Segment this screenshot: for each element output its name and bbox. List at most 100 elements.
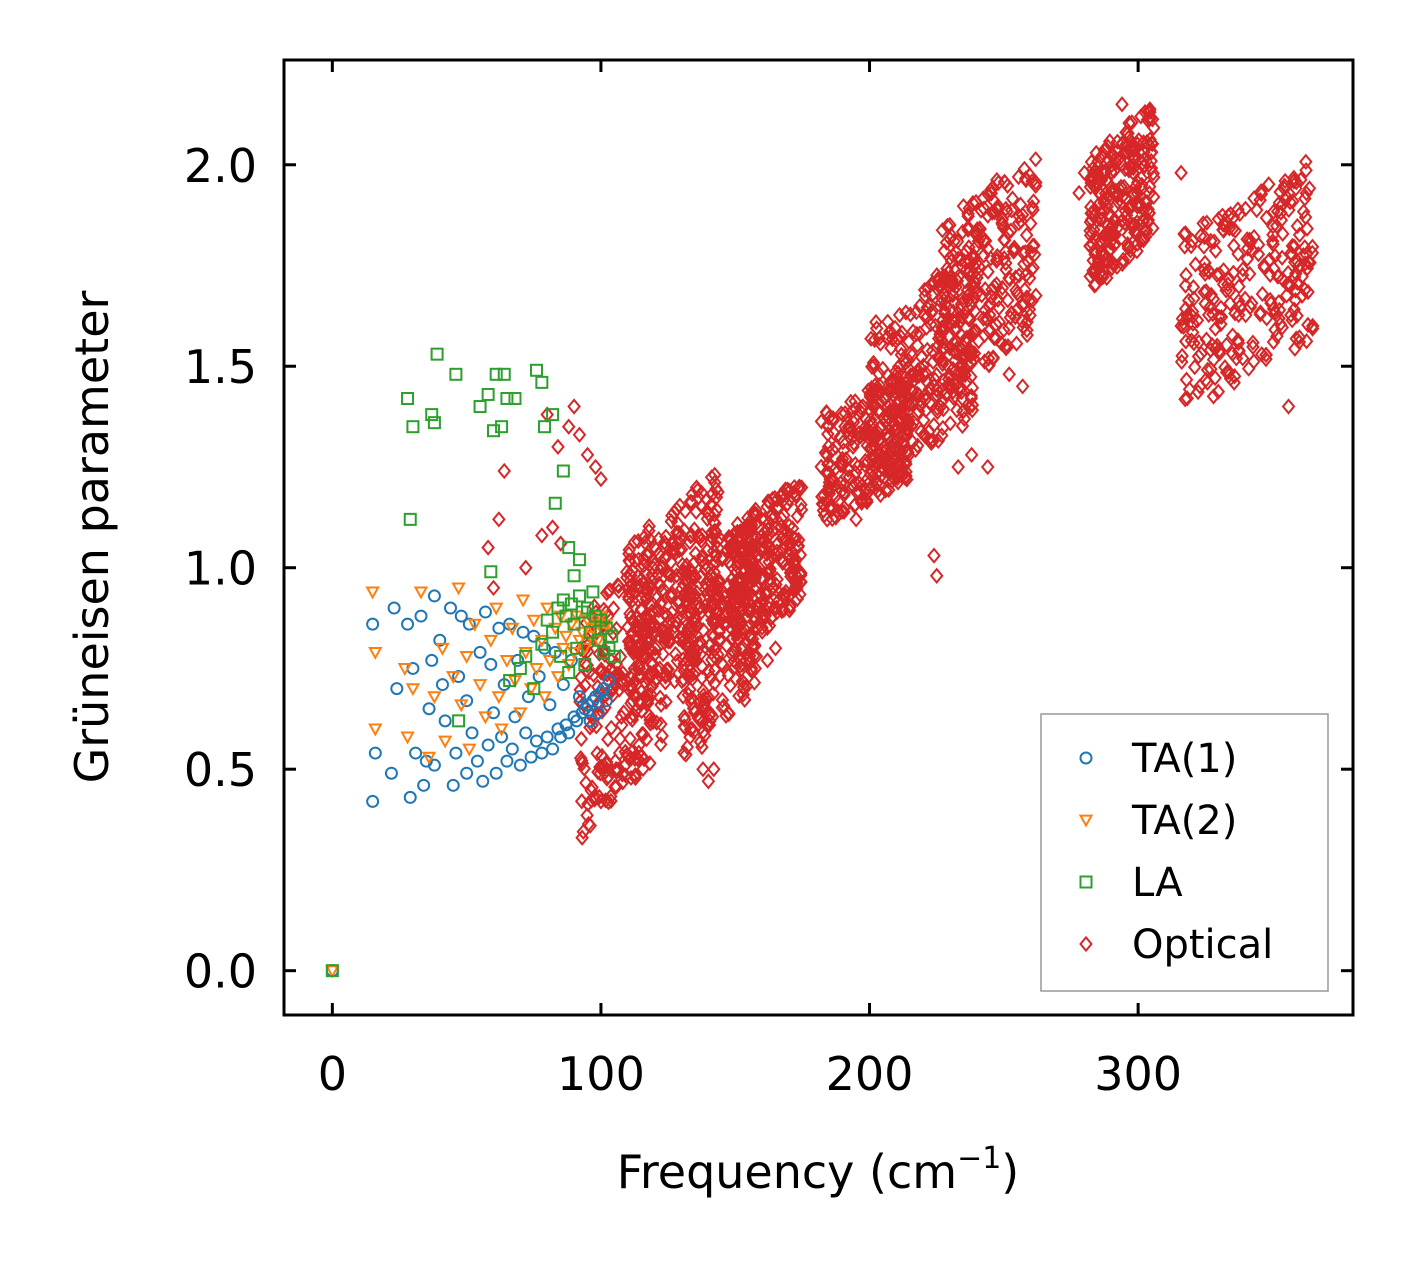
optical-cluster-point: [683, 681, 697, 698]
optical-cluster-point: [616, 704, 631, 721]
optical-cluster-point: [1028, 177, 1043, 195]
optical-cluster-point: [985, 179, 1000, 197]
optical-cluster-point: [1279, 287, 1294, 304]
data-point: [489, 766, 503, 780]
optical-cluster-point: [1184, 332, 1199, 349]
optical-cluster-point: [894, 405, 909, 422]
optical-cluster-point: [954, 368, 969, 385]
optical-cluster-point: [954, 296, 969, 313]
optical-cluster-point: [653, 689, 667, 706]
data-point: [478, 711, 493, 725]
data-point: [559, 718, 573, 732]
optical-cluster-point: [631, 620, 646, 637]
optical-cluster-point: [932, 269, 946, 286]
optical-cluster-point: [930, 400, 945, 417]
optical-cluster-point: [747, 674, 762, 691]
optical-cluster-point: [1178, 333, 1193, 350]
optical-cluster-point: [1101, 206, 1116, 223]
optical-cluster-point: [865, 416, 880, 433]
optical-cluster-point: [1301, 316, 1315, 334]
optical-cluster-point: [749, 579, 764, 596]
optical-cluster-point: [969, 225, 983, 243]
optical-cluster-point: [754, 510, 769, 527]
data-point: [422, 702, 436, 716]
optical-cluster-point: [711, 539, 725, 557]
optical-cluster-point: [1231, 334, 1246, 352]
optical-cluster-point: [1246, 334, 1260, 351]
optical-cluster-point: [1174, 353, 1189, 371]
optical-cluster-point: [762, 514, 777, 531]
optical-cluster-point: [819, 446, 834, 463]
data-point: [459, 650, 474, 664]
optical-cluster-point: [653, 577, 667, 595]
data-point: [529, 363, 543, 377]
optical-cluster-point: [693, 568, 708, 586]
optical-cluster-point: [963, 311, 978, 328]
data-point: [452, 670, 466, 684]
optical-cluster-point: [711, 578, 726, 596]
optical-cluster-point: [767, 489, 782, 507]
optical-cluster-point: [698, 700, 712, 718]
optical-cluster-point: [1207, 233, 1221, 250]
optical-cluster-point: [621, 633, 636, 650]
optical-cluster-point: [943, 216, 957, 234]
optical-cluster-point: [1130, 243, 1144, 260]
data-point: [503, 674, 517, 688]
optical-cluster-point: [1099, 190, 1114, 207]
optical-cluster-point: [872, 330, 887, 347]
axis-ticks: 0 100 200 300 0.0 0.5 1.0 1.5 2.0: [184, 60, 1353, 1101]
optical-cluster-point: [921, 431, 936, 448]
optical-cluster-point: [1283, 194, 1297, 211]
series-optical: [481, 96, 1320, 846]
optical-cluster-point: [893, 456, 908, 474]
optical-cluster-point: [1200, 214, 1214, 231]
optical-cluster-point: [757, 540, 772, 557]
optical-cluster-point: [956, 197, 971, 215]
optical-cluster-point: [1146, 169, 1161, 186]
optical-cluster-point: [777, 589, 792, 606]
optical-cluster-point: [615, 766, 630, 783]
optical-cluster-point: [625, 666, 639, 684]
optical-cluster-point: [663, 633, 677, 650]
optical-cluster-point: [936, 401, 951, 418]
data-point: [492, 621, 506, 635]
data-point: [540, 602, 555, 616]
optical-cluster-point: [689, 503, 703, 520]
data-point: [519, 649, 533, 663]
optical-cluster-point: [903, 345, 918, 362]
optical-cluster-point: [872, 365, 886, 383]
optical-cluster-point: [1128, 178, 1143, 195]
optical-cluster-point: [837, 486, 851, 503]
optical-cluster-point: [776, 492, 790, 509]
optical-cluster-point: [854, 399, 868, 417]
data-point: [484, 657, 498, 671]
optical-cluster-point: [1004, 202, 1019, 219]
optical-cluster-point: [974, 287, 989, 304]
optical-cluster-point: [820, 417, 835, 434]
optical-cluster-point: [1266, 203, 1281, 220]
optical-cluster-point: [1121, 125, 1135, 142]
optical-cluster-point: [1290, 217, 1305, 235]
optical-cluster-point: [1222, 363, 1236, 381]
optical-cluster-point: [943, 230, 957, 248]
optical-cluster-point: [784, 562, 799, 580]
optical-cluster-point: [691, 710, 706, 727]
optical-cluster-point: [747, 571, 762, 588]
data-point: [562, 541, 576, 555]
optical-cluster-point: [1191, 348, 1206, 365]
optical-cluster-point: [793, 567, 808, 584]
optical-cluster-point: [935, 222, 950, 239]
data-point: [558, 630, 574, 644]
optical-cluster-point: [941, 371, 956, 388]
data-point: [492, 511, 506, 528]
optical-cluster-point: [715, 691, 730, 709]
optical-cluster-point: [1120, 235, 1135, 253]
optical-cluster-point: [750, 596, 765, 614]
data-point: [505, 742, 519, 756]
optical-cluster-point: [728, 670, 743, 688]
optical-cluster-point: [707, 611, 721, 628]
optical-cluster-point: [885, 331, 900, 348]
optical-cluster-point: [1223, 370, 1238, 387]
optical-cluster-point: [997, 232, 1012, 249]
data-point: [607, 649, 621, 663]
